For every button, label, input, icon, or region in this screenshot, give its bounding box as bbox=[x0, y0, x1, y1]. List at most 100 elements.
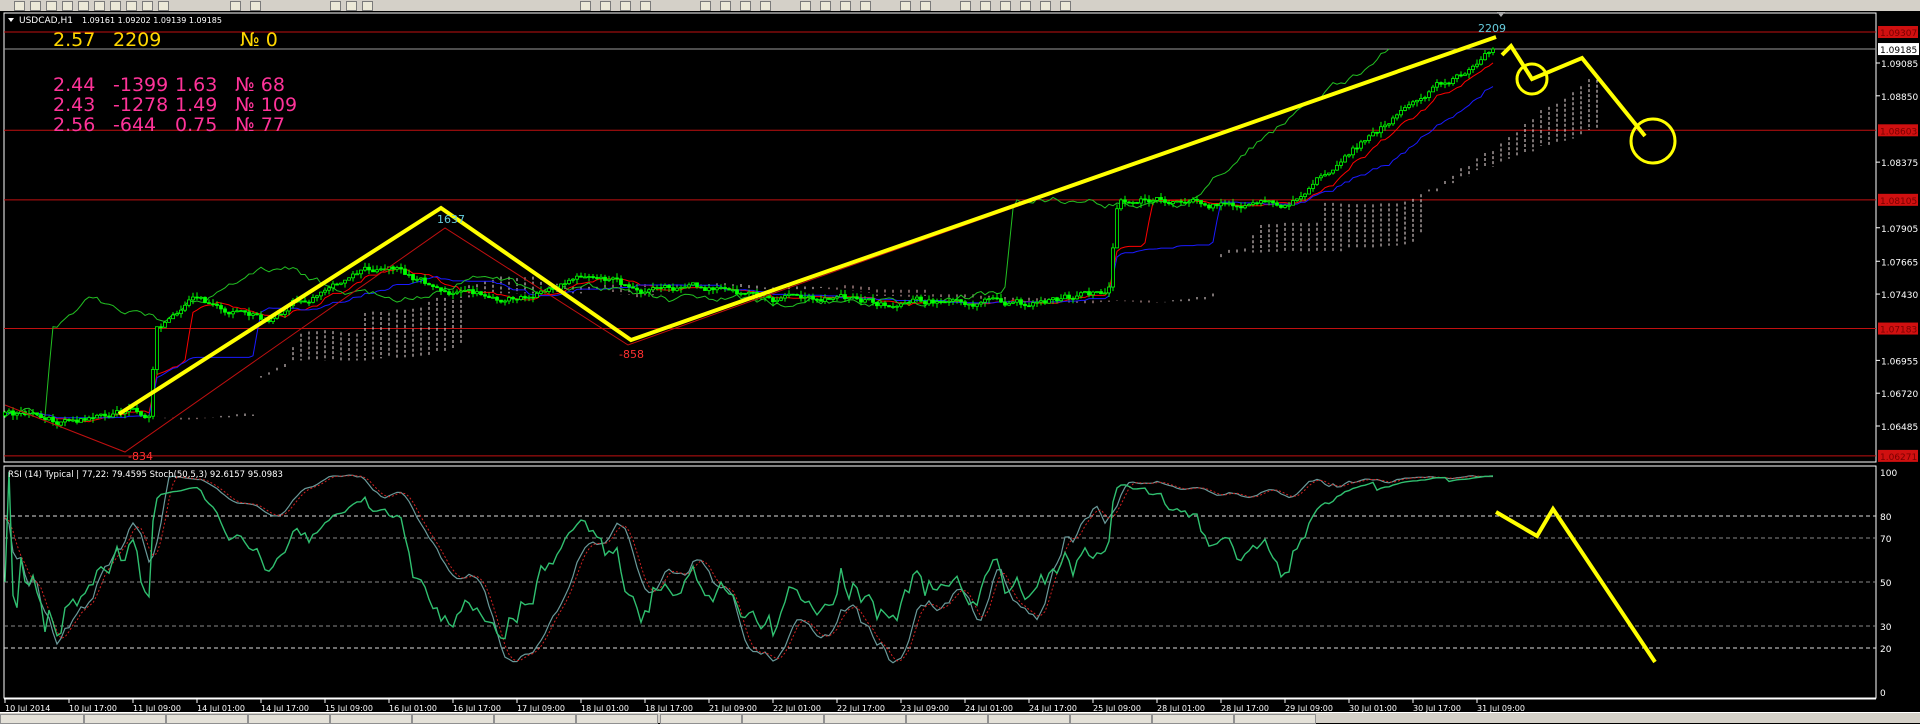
candle bbox=[1447, 82, 1451, 85]
toolbar-button[interactable] bbox=[600, 1, 611, 11]
toolbar-button[interactable] bbox=[126, 1, 137, 11]
candle bbox=[399, 267, 403, 270]
trend-drawing[interactable] bbox=[117, 35, 1497, 416]
chart-tab[interactable] bbox=[1234, 714, 1316, 724]
toolbar-button[interactable] bbox=[1020, 1, 1031, 11]
target-circle[interactable] bbox=[1629, 117, 1677, 165]
toolbar-button[interactable] bbox=[362, 1, 373, 11]
chart-tab[interactable] bbox=[988, 714, 1070, 724]
candle bbox=[1299, 196, 1303, 200]
toolbar-button[interactable] bbox=[46, 1, 57, 11]
forecast-drawing[interactable] bbox=[1500, 42, 1647, 138]
time-label: 28 Jul 17:00 bbox=[1221, 704, 1269, 713]
chart-tab[interactable] bbox=[1152, 714, 1234, 724]
rsi-panel[interactable]: RSI (14) Typical | 77,22: 79.4595 Stoch(… bbox=[3, 465, 1877, 699]
chart-tab[interactable] bbox=[906, 714, 988, 724]
candle bbox=[1311, 183, 1315, 189]
toolbar-button[interactable] bbox=[158, 1, 169, 11]
toolbar-button[interactable] bbox=[30, 1, 41, 11]
candle bbox=[835, 296, 839, 299]
candle bbox=[339, 282, 343, 285]
toolbar-button[interactable] bbox=[720, 1, 731, 11]
toolbar-button[interactable] bbox=[62, 1, 73, 11]
toolbar-button[interactable] bbox=[250, 1, 261, 11]
candle bbox=[987, 298, 991, 301]
stats-cell: 1.49 bbox=[175, 94, 217, 116]
chart-tab[interactable] bbox=[824, 714, 906, 724]
chart-tab[interactable] bbox=[330, 714, 412, 724]
candle bbox=[107, 415, 111, 418]
toolbar-button[interactable] bbox=[860, 1, 871, 11]
candle bbox=[343, 279, 347, 284]
chart-tab[interactable] bbox=[660, 714, 742, 724]
toolbar-button[interactable] bbox=[580, 1, 591, 11]
toolbar-button[interactable] bbox=[700, 1, 711, 11]
toolbar-button[interactable] bbox=[78, 1, 89, 11]
candle bbox=[87, 417, 91, 421]
toolbar-button[interactable] bbox=[900, 1, 911, 11]
toolbar-button[interactable] bbox=[1040, 1, 1051, 11]
yellow-annotations[interactable] bbox=[117, 35, 1677, 416]
candle bbox=[1475, 63, 1479, 67]
candle bbox=[7, 410, 11, 413]
candle bbox=[683, 286, 687, 289]
candle bbox=[1375, 131, 1379, 134]
toolbar-button[interactable] bbox=[330, 1, 341, 11]
chart-shift-marker-icon[interactable] bbox=[1497, 12, 1505, 17]
chart-tab[interactable] bbox=[742, 714, 824, 724]
zigzag-label: -834 bbox=[128, 450, 153, 463]
toolbar-button[interactable] bbox=[142, 1, 153, 11]
toolbar-button[interactable] bbox=[800, 1, 811, 11]
candle bbox=[1091, 291, 1095, 296]
toolbar-button[interactable] bbox=[14, 1, 25, 11]
toolbar-button[interactable] bbox=[346, 1, 357, 11]
chart-tab[interactable] bbox=[166, 714, 248, 724]
chart-tab[interactable] bbox=[576, 714, 658, 724]
toolbar-button[interactable] bbox=[980, 1, 991, 11]
price-axis[interactable]: 1.09307 1.08603 1.08105 1.07183 1.06271 1.090… bbox=[1876, 26, 1919, 463]
candle bbox=[927, 299, 931, 305]
chart-tab[interactable] bbox=[1070, 714, 1152, 724]
stats-top-a: 2.57 bbox=[53, 29, 95, 51]
toolbar-button[interactable] bbox=[230, 1, 241, 11]
collapse-triangle-icon[interactable] bbox=[8, 18, 14, 22]
target-circle[interactable] bbox=[1515, 62, 1549, 96]
toolbar-button[interactable] bbox=[110, 1, 121, 11]
chart-tab[interactable] bbox=[412, 714, 494, 724]
toolbar-button[interactable] bbox=[94, 1, 105, 11]
toolbar-button[interactable] bbox=[840, 1, 851, 11]
price-panel[interactable]: USDCAD,H1 1.09161 1.09202 1.09139 1.0918… bbox=[3, 12, 1877, 463]
time-axis[interactable]: 10 Jul 2014 10 Jul 17:00 11 Jul 09:00 14 Ju… bbox=[4, 699, 1525, 713]
toolbar-button[interactable] bbox=[740, 1, 751, 11]
candle bbox=[983, 298, 987, 303]
candle bbox=[539, 290, 543, 294]
candle bbox=[1251, 202, 1255, 205]
toolbar-button[interactable] bbox=[920, 1, 931, 11]
candle bbox=[447, 291, 451, 295]
chart-tab[interactable] bbox=[494, 714, 576, 724]
candle bbox=[1147, 199, 1151, 203]
candle bbox=[735, 289, 739, 295]
toolbar-button[interactable] bbox=[760, 1, 771, 11]
candle bbox=[1263, 200, 1267, 203]
toolbar-button[interactable] bbox=[620, 1, 631, 11]
candle bbox=[931, 299, 935, 304]
toolbar-button[interactable] bbox=[1000, 1, 1011, 11]
chart-tab[interactable] bbox=[248, 714, 330, 724]
rsi-forecast-drawing[interactable] bbox=[1494, 505, 1657, 664]
candle bbox=[1059, 298, 1063, 302]
toolbar-button[interactable] bbox=[960, 1, 971, 11]
candle bbox=[507, 297, 511, 302]
candle bbox=[739, 292, 743, 295]
level-price-label: 1.07183 bbox=[1880, 326, 1917, 336]
toolbar-button[interactable] bbox=[820, 1, 831, 11]
toolbar-button[interactable] bbox=[1060, 1, 1071, 11]
candle bbox=[159, 326, 163, 329]
candle bbox=[259, 314, 263, 320]
toolbar-button[interactable] bbox=[640, 1, 651, 11]
candle bbox=[1051, 297, 1055, 300]
candle bbox=[347, 277, 351, 281]
chart-tab[interactable] bbox=[0, 714, 84, 724]
chart-tab[interactable] bbox=[84, 714, 166, 724]
